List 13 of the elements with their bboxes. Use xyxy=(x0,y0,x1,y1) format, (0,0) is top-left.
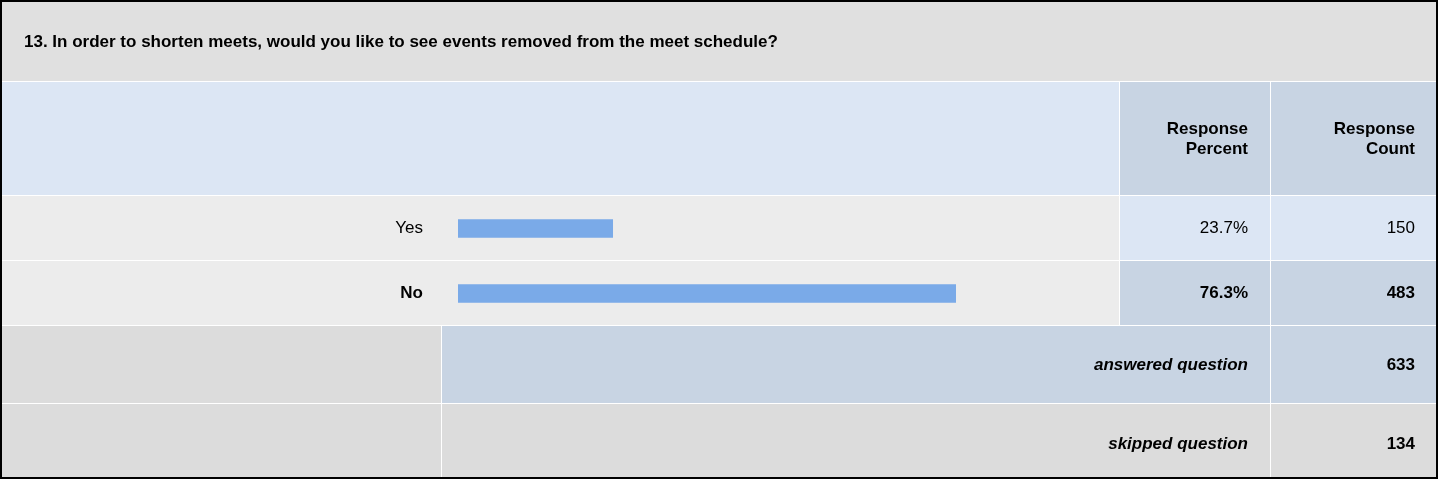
text: skipped question xyxy=(442,404,1271,479)
data-label: 76.3% xyxy=(1120,261,1271,326)
chart-title: 13. In order to shorten meets, would you like to see events removed from the meet schedule? xyxy=(2,2,1438,82)
text: 633 xyxy=(1271,326,1438,404)
text: 134 xyxy=(1271,404,1438,479)
text: 483 xyxy=(1271,261,1438,326)
text: answered question xyxy=(442,326,1271,404)
y-tick-label: Yes xyxy=(395,218,423,238)
y-tick-label: No xyxy=(400,283,423,303)
text: Response Count xyxy=(1271,82,1438,196)
data-label: 23.7% xyxy=(1120,196,1271,261)
text: 150 xyxy=(1271,196,1438,261)
text: Response Percent xyxy=(1120,82,1271,196)
